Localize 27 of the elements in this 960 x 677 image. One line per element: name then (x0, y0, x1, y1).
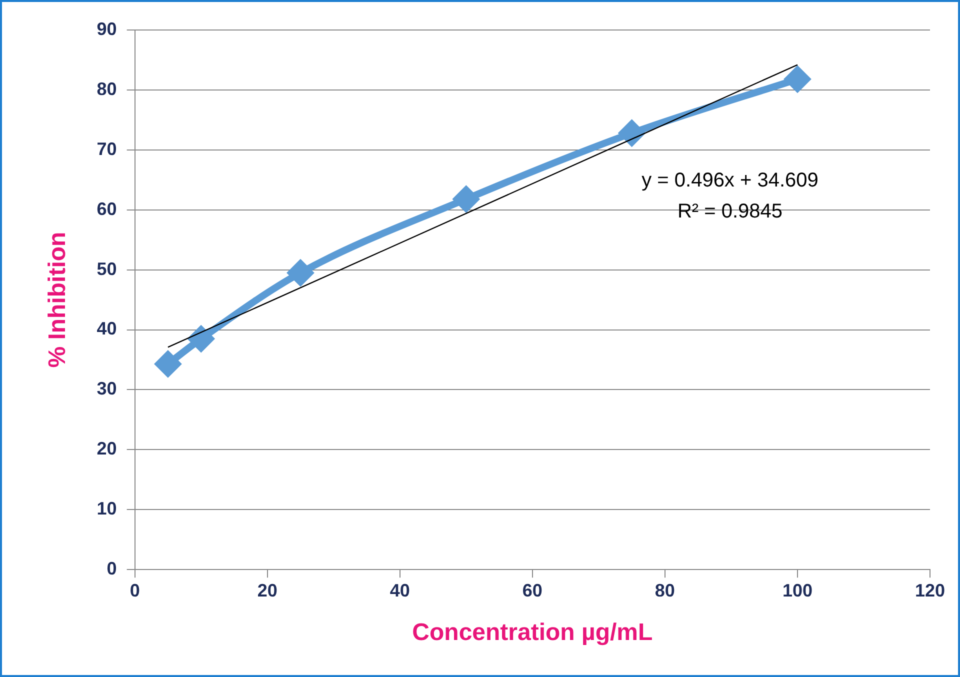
y-tick-label: 10 (96, 498, 117, 519)
point (288, 260, 313, 286)
y-tick-label: 20 (96, 438, 117, 459)
y-tick-label: 40 (96, 318, 117, 339)
y-axis-title: % Inhibition (44, 232, 72, 368)
y-tick-label: 60 (96, 198, 117, 219)
x-tick-label: 80 (654, 580, 675, 600)
y-tick-label: 0 (106, 558, 117, 579)
y-tick-label: 70 (96, 138, 117, 159)
y-tick-label: 30 (96, 378, 117, 399)
x-tick-label: 40 (390, 580, 410, 600)
x-tick-label: 20 (257, 580, 278, 600)
x-tick-label: 120 (914, 580, 946, 600)
y-tick-label: 50 (96, 258, 117, 279)
y-tick-label: 80 (96, 78, 117, 99)
x-axis-title: Concentration µg/mL (412, 619, 653, 646)
point (619, 120, 644, 146)
point (188, 326, 214, 352)
point (454, 186, 479, 212)
point (784, 66, 810, 92)
x-tick-label: 100 (782, 580, 812, 600)
x-tick-label: 0 (130, 580, 140, 600)
annotation: y = 0.496x + 34.609 (642, 170, 818, 192)
x-tick-label: 60 (522, 580, 542, 600)
annotation: R² = 0.9845 (677, 200, 783, 223)
y-tick-label: 90 (96, 18, 117, 39)
point (155, 351, 180, 376)
